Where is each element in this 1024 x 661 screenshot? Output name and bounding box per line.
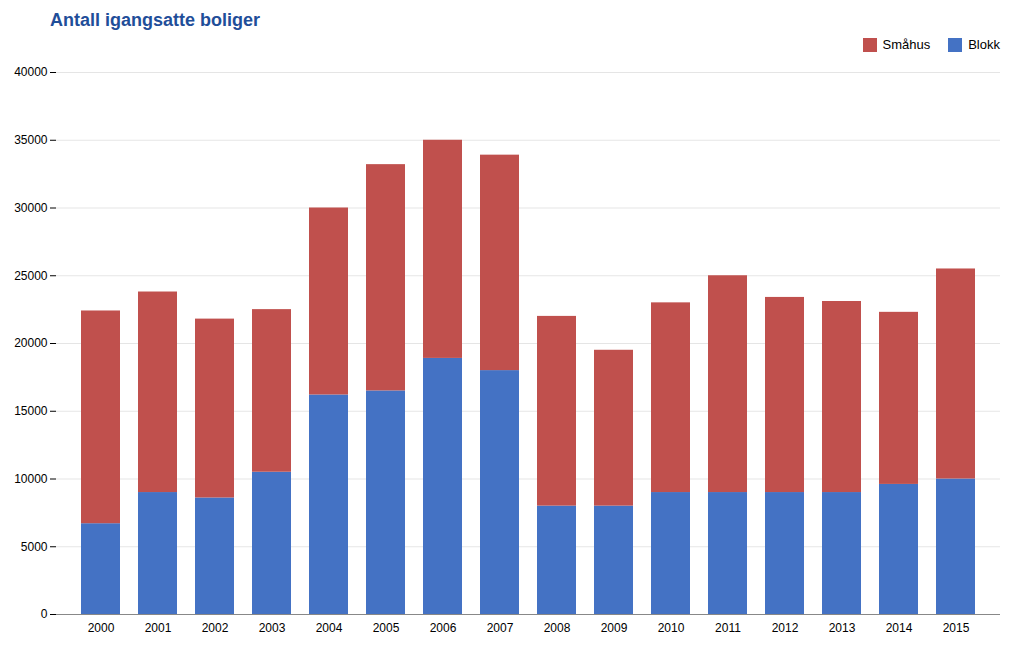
svg-text:30000: 30000 xyxy=(14,201,48,215)
html-text:Blokk: Blokk xyxy=(968,37,1000,52)
svg-text:2015: 2015 xyxy=(943,621,970,635)
svg-text:2012: 2012 xyxy=(772,621,799,635)
svg-text:2014: 2014 xyxy=(886,621,913,635)
svg-text:2000: 2000 xyxy=(88,621,115,635)
svg-text:2011: 2011 xyxy=(715,621,741,635)
svg-text:35000: 35000 xyxy=(14,133,48,147)
svg-text:15000: 15000 xyxy=(14,404,48,418)
svg-text:25000: 25000 xyxy=(14,269,48,283)
svg-text:2006: 2006 xyxy=(430,621,457,635)
svg-text:20000: 20000 xyxy=(14,336,48,350)
svg-text:2001: 2001 xyxy=(145,621,172,635)
svg-text:0: 0 xyxy=(41,607,48,621)
svg-text:2003: 2003 xyxy=(259,621,286,635)
svg-text:2010: 2010 xyxy=(658,621,685,635)
html-text:Småhus: Småhus xyxy=(882,37,931,52)
svg-text:2008: 2008 xyxy=(544,621,571,635)
svg-text:10000: 10000 xyxy=(14,472,48,486)
svg-text:2002: 2002 xyxy=(202,621,229,635)
svg-text:5000: 5000 xyxy=(21,540,48,554)
html-text:Antall igangsatte boliger: Antall igangsatte boliger xyxy=(50,10,260,30)
svg-text:2007: 2007 xyxy=(487,621,514,635)
svg-text:40000: 40000 xyxy=(14,65,48,79)
svg-text:2009: 2009 xyxy=(601,621,628,635)
svg-text:2013: 2013 xyxy=(829,621,856,635)
svg-text:2004: 2004 xyxy=(316,621,343,635)
svg-text:2005: 2005 xyxy=(373,621,400,635)
